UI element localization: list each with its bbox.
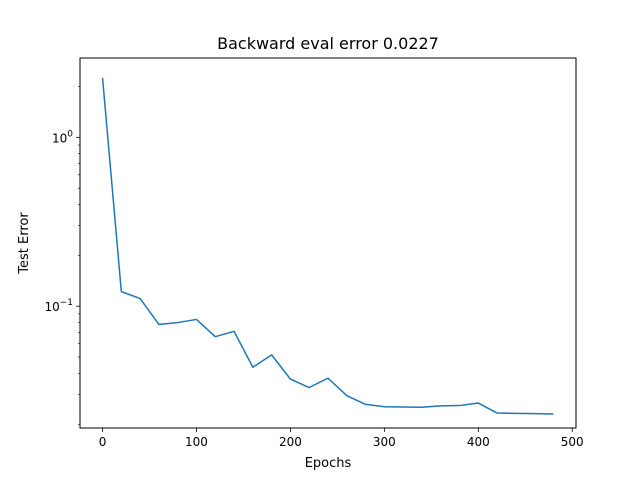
x-tick-label: 0: [99, 435, 107, 449]
y-tick-label: 100: [52, 129, 73, 145]
plot-area: [101, 77, 554, 415]
x-tick-label: 500: [561, 435, 584, 449]
x-tick-label: 300: [373, 435, 396, 449]
x-tick-label: 200: [279, 435, 302, 449]
y-axis-label: Test Error: [17, 212, 32, 275]
series-line-0: [101, 77, 554, 415]
chart-title: Backward eval error 0.0227: [217, 34, 439, 53]
x-tick-label: 400: [467, 435, 490, 449]
axes-frame: [79, 57, 577, 429]
x-axis-label: Epochs: [305, 456, 352, 471]
y-tick-label: 10−1: [44, 298, 73, 314]
x-tick-label: 100: [185, 435, 208, 449]
